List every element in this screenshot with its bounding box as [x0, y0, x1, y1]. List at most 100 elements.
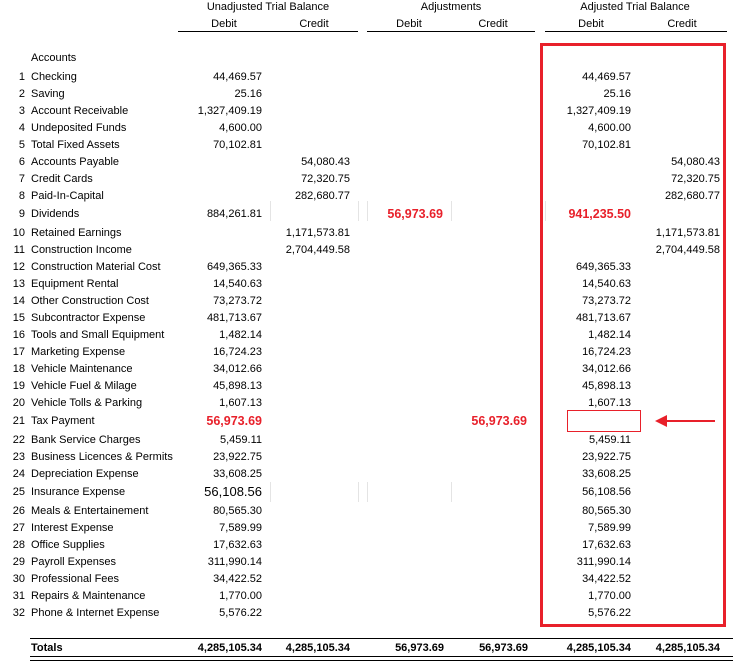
account-name: Construction Material Cost	[31, 260, 161, 273]
adjusted-debit: 481,713.67	[575, 311, 631, 324]
unadjusted-debit: 311,990.14	[207, 555, 262, 568]
cell-separator	[367, 482, 368, 502]
unadjusted-credit: 1,171,573.81	[285, 226, 350, 239]
row-number: 31	[12, 589, 25, 602]
adjusted-debit: 1,482.14	[588, 328, 631, 341]
adjusted-debit: 5,576.22	[588, 606, 631, 619]
row-number: 29	[12, 555, 25, 568]
adjusted-debit: 5,459.11	[588, 433, 631, 446]
unadjusted-debit: 7,589.99	[219, 521, 262, 534]
unadjusted-debit: 1,607.13	[219, 396, 262, 409]
adjusted-header: Adjusted Trial Balance	[580, 1, 690, 13]
account-name: Interest Expense	[31, 521, 114, 534]
adjusted-debit: 34,012.66	[582, 362, 631, 375]
account-name: Saving	[31, 87, 65, 100]
account-name: Undeposited Funds	[31, 121, 127, 134]
row-number: 12	[12, 260, 25, 273]
unadjusted-debit: 16,724.23	[213, 345, 262, 358]
adjustments-debit-header: Debit	[396, 18, 422, 30]
row-number: 30	[12, 572, 25, 585]
arrow-left-icon	[655, 415, 715, 427]
unadjusted-underline	[178, 31, 358, 32]
account-name: Payroll Expenses	[31, 555, 116, 568]
row-number: 26	[12, 504, 25, 517]
row-number: 27	[12, 521, 25, 534]
unadjusted-credit: 72,320.75	[301, 172, 350, 185]
row-number: 9	[18, 208, 25, 220]
unadjusted-debit: 33,608.25	[213, 467, 262, 480]
unadjusted-debit: 44,469.57	[213, 70, 262, 83]
unadjusted-credit: 2,704,449.58	[285, 243, 350, 256]
account-name: Subcontractor Expense	[31, 311, 146, 324]
adjusted-debit: 14,540.63	[582, 277, 631, 290]
row-number: 7	[18, 172, 25, 185]
row-number: 20	[12, 396, 25, 409]
adjusted-underline	[545, 31, 727, 32]
cell-separator	[270, 201, 271, 221]
cell-separator	[545, 201, 546, 221]
adjusted-debit: 44,469.57	[582, 70, 631, 83]
account-name: Insurance Expense	[31, 486, 126, 498]
row-number: 10	[12, 226, 25, 239]
totals-double-underline	[30, 656, 733, 661]
account-name: Marketing Expense	[31, 345, 126, 358]
account-name: Meals & Entertainement	[31, 504, 149, 517]
unadjusted-debit: 70,102.81	[213, 138, 262, 151]
account-name: Equipment Rental	[31, 277, 119, 290]
adjusted-credit-header: Credit	[667, 18, 697, 30]
unadjusted-debit: 25.16	[234, 87, 262, 100]
adjusted-debit: 45,898.13	[582, 379, 631, 392]
adjustments-header: Adjustments	[420, 1, 482, 13]
unadjusted-debit: 1,770.00	[219, 589, 262, 602]
unadjusted-credit: 54,080.43	[301, 155, 350, 168]
adjustments-credit-header: Credit	[478, 18, 508, 30]
row-number: 6	[18, 155, 25, 168]
adjusted-credit: 72,320.75	[671, 172, 720, 185]
row-number: 21	[12, 415, 25, 427]
adjusted-credit: 54,080.43	[671, 155, 720, 168]
adjusted-debit: 1,607.13	[588, 396, 631, 409]
adjusted-debit: 34,422.52	[582, 572, 631, 585]
adjusted-debit: 33,608.25	[582, 467, 631, 480]
totals-adjusted-credit: 4,285,105.34	[655, 642, 720, 654]
account-name: Vehicle Tolls & Parking	[31, 396, 143, 409]
unadjusted-debit: 34,012.66	[213, 362, 262, 375]
row-number: 28	[12, 538, 25, 551]
row-number: 2	[18, 87, 25, 100]
adjusted-credit: 282,680.77	[664, 189, 720, 202]
row-number: 15	[12, 311, 25, 324]
totals-unadjusted-credit: 4,285,105.34	[285, 642, 350, 654]
account-name: Depreciation Expense	[31, 467, 139, 480]
account-name: Retained Earnings	[31, 226, 122, 239]
unadjusted-debit: 56,108.56	[204, 484, 262, 499]
cell-separator	[358, 201, 359, 221]
unadjusted-debit: 17,632.63	[213, 538, 262, 551]
cell-separator	[451, 482, 452, 502]
unadjusted-debit: 73,273.72	[213, 294, 262, 307]
adjusted-debit: 80,565.30	[582, 504, 631, 517]
row-number: 19	[12, 379, 25, 392]
totals-unadjusted-debit: 4,285,105.34	[197, 642, 262, 654]
account-name: Phone & Internet Expense	[31, 606, 160, 619]
unadjusted-debit: 80,565.30	[213, 504, 262, 517]
adjusted-debit: 70,102.81	[582, 138, 631, 151]
account-name: Tax Payment	[31, 415, 95, 427]
totals-label: Totals	[31, 642, 63, 654]
adjustments-underline	[367, 31, 535, 32]
account-name: Account Receivable	[31, 104, 129, 117]
account-name: Vehicle Fuel & Milage	[31, 379, 137, 392]
account-name: Construction Income	[31, 243, 132, 256]
unadjusted-debit: 649,365.33	[206, 260, 262, 273]
row-number: 3	[18, 104, 25, 117]
cell-separator	[358, 482, 359, 502]
adjusted-debit: 25.16	[603, 87, 631, 100]
account-name: Vehicle Maintenance	[31, 362, 133, 375]
unadjusted-debit-header: Debit	[211, 18, 237, 30]
cell-separator	[270, 482, 271, 502]
adjustments-debit: 56,973.69	[387, 207, 443, 221]
row-number: 32	[12, 606, 25, 619]
account-name: Business Licences & Permits	[31, 450, 173, 463]
row-number: 1	[18, 70, 25, 83]
row-number: 25	[12, 486, 25, 498]
account-name: Tools and Small Equipment	[31, 328, 165, 341]
